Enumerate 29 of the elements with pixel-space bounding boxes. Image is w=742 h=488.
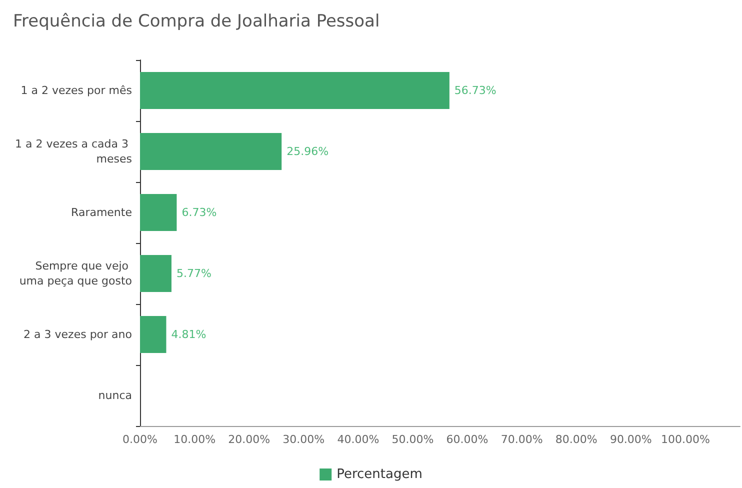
text: 5.77% [176,267,212,280]
x-tick-label: 40.00% [337,433,380,446]
text: 6.73% [182,206,217,219]
y-tick-label: 1 a 2 vezes a cada 3 meses [14,138,132,166]
bar [140,255,172,292]
x-tick-label: 30.00% [282,433,325,446]
text: 25.96% [286,145,329,158]
x-tick-label: 50.00% [392,433,434,446]
y-tick-label: nunca [98,389,132,402]
x-tick-label: 20.00% [228,433,270,446]
x-tick-label: 10.00% [174,433,216,446]
x-tick-label: 60.00% [446,433,488,446]
x-tick-label: 80.00% [555,433,598,446]
text: 4.81% [171,328,206,341]
legend-label: Percentagem [336,467,422,482]
x-tick-label: 0.00% [122,433,158,446]
bar [140,133,282,170]
chart-title: Frequência de Compra de Joalharia Pessoal [13,12,380,32]
y-tick-label: 1 a 2 vezes por mês [20,84,132,97]
y-tick-label: Raramente [71,206,132,219]
bar [140,316,166,353]
y-tick-label: Sempre que vejo uma peça que gosto [19,260,132,288]
x-tick-label: 90.00% [610,433,652,446]
bar [140,72,450,109]
x-tick-label: 100.00% [660,433,710,446]
text: 56.73% [454,84,496,97]
x-tick-label: 70.00% [500,433,543,446]
bar [140,194,177,231]
y-tick-label: 2 a 3 vezes por ano [24,328,132,341]
